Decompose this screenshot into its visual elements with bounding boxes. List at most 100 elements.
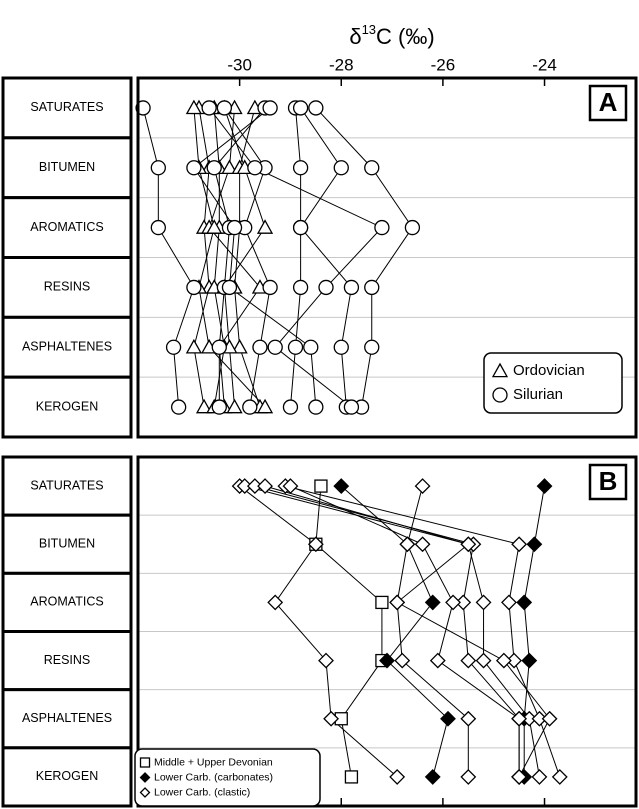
category-box <box>1 571 133 633</box>
category-label: RESINS <box>44 653 91 667</box>
series-line <box>315 107 414 408</box>
legend-label: Lower Carb. (clastic) <box>154 786 250 798</box>
triangle-marker <box>231 338 248 354</box>
panel-label-box <box>588 463 628 501</box>
circle-marker <box>343 279 360 296</box>
series-line <box>239 485 398 778</box>
circle-marker <box>374 219 390 236</box>
series-line <box>285 485 561 778</box>
square-marker <box>314 479 328 493</box>
diamond-marker <box>460 536 477 553</box>
series-line <box>193 107 317 408</box>
circle-marker <box>364 279 380 296</box>
diamond-marker <box>526 536 543 553</box>
circle-marker <box>135 100 151 116</box>
diamond-marker <box>501 594 517 611</box>
diamond-marker <box>307 536 324 553</box>
diamond-marker <box>389 594 406 611</box>
circle-marker <box>221 279 238 296</box>
diamond-marker <box>511 710 528 727</box>
category-box <box>1 513 133 575</box>
circle-marker <box>404 219 421 236</box>
diamond-marker <box>389 768 406 785</box>
circle-marker <box>150 160 166 176</box>
category-box <box>1 256 133 319</box>
diamond-marker <box>511 536 528 553</box>
diamond-marker <box>536 478 553 495</box>
square-marker <box>139 757 151 768</box>
diamond-marker <box>257 478 273 495</box>
series-line <box>234 107 261 408</box>
circle-marker <box>211 399 227 415</box>
triangle-marker <box>226 398 243 414</box>
circle-marker <box>287 339 304 355</box>
series-line <box>523 485 546 777</box>
category-label: SATURATES <box>30 100 103 114</box>
circle-marker <box>303 339 319 355</box>
x-tick-label: -28 <box>329 55 354 74</box>
category-label: KEROGEN <box>36 769 99 783</box>
series-line <box>244 485 470 777</box>
diamond-marker <box>414 536 431 553</box>
diamond-marker <box>267 594 284 611</box>
plot-frame <box>136 76 638 439</box>
circle-marker <box>201 100 217 116</box>
category-label: SATURATES <box>30 478 103 492</box>
diamond-marker <box>318 652 334 669</box>
diamond-marker <box>445 594 461 611</box>
circle-marker <box>292 219 309 236</box>
legend-label: Middle + Upper Devonian <box>154 756 273 768</box>
panel-label: A <box>599 87 618 117</box>
category-box <box>1 76 133 140</box>
legend-label: Lower Carb. (carbonates) <box>154 771 273 783</box>
diamond-marker <box>495 652 512 669</box>
triangle-marker <box>206 219 223 234</box>
legend-box <box>134 748 321 807</box>
axis-title-rest: C (‰) <box>376 24 435 49</box>
circle-marker <box>186 279 202 296</box>
series-line <box>396 485 551 778</box>
circle-marker <box>364 160 380 176</box>
circle-marker <box>186 160 202 176</box>
category-label: KEROGEN <box>36 399 99 413</box>
square-marker <box>375 595 389 610</box>
triangle-marker <box>185 338 203 354</box>
diamond-marker <box>541 710 558 727</box>
circle-marker <box>333 160 349 176</box>
series-line <box>223 107 271 408</box>
circle-marker <box>292 160 309 176</box>
triangle-marker <box>221 159 238 174</box>
triangle-marker <box>256 219 274 234</box>
category-label: AROMATICS <box>30 220 103 234</box>
triangle-marker <box>256 398 274 414</box>
diamond-marker <box>475 594 492 611</box>
diamond-marker <box>399 536 416 553</box>
legend-label: Ordovician <box>513 362 585 379</box>
diamond-marker <box>460 652 477 669</box>
category-label: ASPHALTENES <box>22 340 112 354</box>
plot-frame <box>136 455 638 808</box>
triangle-marker <box>195 398 213 414</box>
series-line <box>299 107 352 408</box>
axis-title-symbol: δ <box>349 24 361 49</box>
category-box <box>1 375 133 439</box>
diamond-marker <box>460 768 477 785</box>
category-label: ASPHALTENES <box>22 711 112 725</box>
diamond-marker <box>511 768 528 785</box>
series-line <box>208 107 261 408</box>
circle-marker <box>226 219 243 236</box>
axis-title: δ13C (‰) <box>349 22 434 48</box>
diamond-marker <box>551 768 568 785</box>
circle-marker <box>171 399 187 415</box>
diamond-marker <box>139 787 151 798</box>
diamond-marker <box>475 652 492 669</box>
diamond-marker <box>333 478 350 495</box>
series-line <box>193 107 266 408</box>
diamond-marker <box>531 768 548 785</box>
circle-marker <box>165 339 182 355</box>
series-line <box>289 107 302 408</box>
circle-marker <box>308 100 324 116</box>
diamond-marker <box>516 594 533 611</box>
category-box <box>1 630 133 692</box>
